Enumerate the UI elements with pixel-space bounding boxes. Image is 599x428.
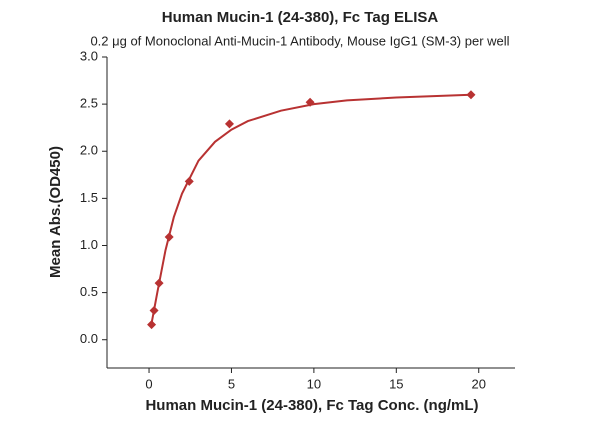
x-tick-label: 10 <box>307 376 321 391</box>
y-tick-label: 2.5 <box>80 96 98 111</box>
data-point <box>184 176 194 186</box>
chart-title: Human Mucin-1 (24-380), Fc Tag ELISA <box>162 9 439 26</box>
y-tick-label: 1.5 <box>80 190 98 205</box>
y-tick-label: 1.0 <box>80 237 98 252</box>
fit-curve <box>150 93 472 324</box>
x-tick-label: 5 <box>228 376 235 391</box>
y-axis-title: Mean Abs.(OD450) <box>47 146 64 278</box>
data-point <box>466 90 476 100</box>
data-point <box>154 278 164 288</box>
y-tick-label: 0.5 <box>80 284 98 299</box>
data-point <box>149 306 159 316</box>
data-point <box>305 97 315 107</box>
y-tick-label: 2.0 <box>80 143 98 158</box>
data-point <box>164 232 174 242</box>
data-point <box>224 119 234 129</box>
x-tick-label: 20 <box>471 376 485 391</box>
x-tick-label: 0 <box>145 376 152 391</box>
x-axis-title: Human Mucin-1 (24-380), Fc Tag Conc. (ng… <box>145 397 478 414</box>
y-tick-label: 0.0 <box>80 331 98 346</box>
y-tick-label: 3.0 <box>80 48 98 63</box>
chart-subtitle: 0.2 μg of Monoclonal Anti-Mucin-1 Antibo… <box>90 33 509 48</box>
x-tick-label: 15 <box>389 376 403 391</box>
data-point <box>147 320 157 330</box>
